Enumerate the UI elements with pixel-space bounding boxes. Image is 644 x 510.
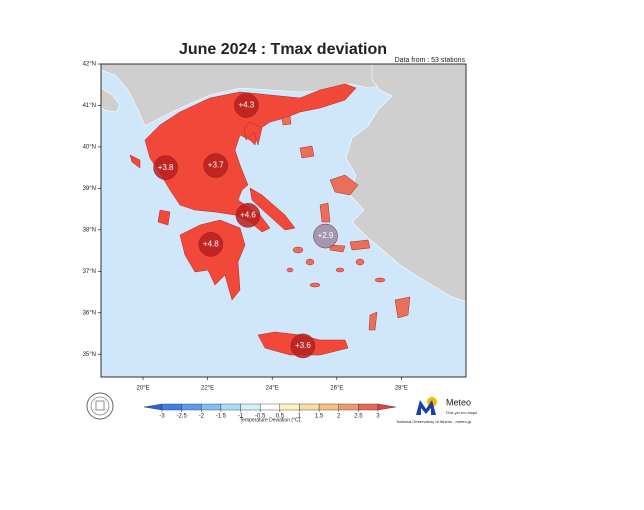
chios [319, 202, 331, 223]
colorbar-segment [220, 403, 241, 411]
colorbar-extension [143, 403, 163, 411]
island [292, 246, 304, 254]
colorbar-tick-label: -2.5 [176, 414, 187, 420]
value-label: +3.7 [208, 161, 224, 170]
corfu [129, 154, 141, 169]
subtitle: Data from : 53 stations [395, 57, 466, 64]
colorbar-segment [299, 403, 320, 411]
peloponnese [179, 219, 246, 301]
station-bubble [235, 203, 261, 228]
y-tick-label: 38°N [83, 227, 96, 233]
logo-tagline: Όλα για τον καιρό [445, 410, 478, 415]
value-label: +3.8 [158, 163, 174, 172]
y-tick-label: 35°N [83, 352, 96, 358]
value-label: +4.8 [203, 239, 219, 248]
chart-title: June 2024 : Tmax deviation [179, 41, 387, 58]
ikaria [329, 244, 346, 253]
station-bubble [203, 153, 228, 178]
station-bubble [153, 155, 178, 180]
samos [349, 239, 371, 251]
map-frame [100, 63, 467, 378]
rhodes [394, 296, 411, 319]
colorbar-label: Temperature Deviation (°C) [240, 417, 301, 423]
colorbar-tick-label: 2.5 [354, 414, 363, 420]
y-tick-label: 37°N [83, 269, 96, 275]
logo-credit: National Observatory of Athens - meteo.g… [397, 419, 472, 424]
x-tick-label: 26°E [330, 386, 343, 392]
thasos [281, 115, 292, 126]
colorbar-segment [161, 403, 182, 411]
limnos [299, 145, 315, 159]
italy [101, 87, 121, 113]
island [309, 282, 321, 288]
lesvos [329, 174, 359, 196]
colorbar-tick-label: 3 [376, 414, 380, 420]
value-label: +4.6 [240, 210, 256, 219]
colorbar-segment [279, 403, 300, 411]
meteo-logo: Meteo Όλα για τον καιρό National Observa… [397, 397, 478, 424]
kefalonia [157, 209, 171, 226]
island [335, 267, 345, 273]
colorbar-tick-label: -3 [159, 414, 165, 420]
colorbar-segment [240, 403, 261, 411]
x-tick-label: 22°E [201, 386, 214, 392]
value-label: +3.6 [295, 341, 311, 350]
colorbar-tick-label: -1 [238, 414, 244, 420]
value-label: +2.9 [318, 231, 334, 240]
island [305, 258, 315, 266]
evia [249, 187, 296, 231]
colorbar-segment [259, 403, 281, 411]
colorbar-tick-label: 2 [337, 414, 341, 420]
x-tick-label: 20°E [136, 386, 149, 392]
colorbar-extension [377, 403, 397, 411]
value-label: +4.3 [238, 101, 254, 110]
y-tick-label: 42°N [83, 62, 96, 68]
colorbar-tick-label: -1.5 [216, 414, 227, 420]
y-tick-label: 39°N [83, 186, 96, 192]
y-tick-label: 40°N [83, 144, 96, 150]
seal [86, 392, 114, 420]
y-tick-label: 41°N [83, 103, 96, 109]
station-bubble [290, 333, 316, 359]
chalkidiki [243, 121, 263, 146]
colorbar-segment [338, 403, 359, 411]
turkey [345, 64, 466, 303]
island [355, 258, 365, 266]
colorbar-tick-label: 1 [298, 414, 302, 420]
x-tick-label: 24°E [266, 386, 279, 392]
station-bubble [198, 232, 224, 257]
colorbar-tick-label: 1.5 [315, 414, 324, 420]
logo-name: Meteo [446, 397, 471, 407]
karpathos [368, 311, 378, 331]
colorbar-segment [181, 403, 202, 411]
colorbar-segment [358, 403, 379, 411]
mainland [144, 83, 357, 233]
station-bubble [234, 93, 259, 118]
y-tick-label: 36°N [83, 310, 96, 316]
colorbar-segment [318, 403, 339, 411]
station-bubble [313, 223, 338, 249]
x-tick-label: 28°E [395, 386, 408, 392]
colorbar-tick-label: 0.5 [276, 414, 285, 420]
colorbar-segment [201, 403, 222, 411]
island [286, 267, 294, 273]
colorbar-tick-label: -0.5 [255, 414, 266, 420]
island [374, 277, 386, 283]
colorbar-tick-label: -2 [199, 414, 205, 420]
map [101, 64, 466, 377]
